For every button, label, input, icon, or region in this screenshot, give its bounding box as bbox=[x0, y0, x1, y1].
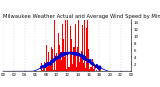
Text: Milwaukee Weather Actual and Average Wind Speed by Minute mph (Last 24 Hours): Milwaukee Weather Actual and Average Win… bbox=[3, 14, 160, 19]
